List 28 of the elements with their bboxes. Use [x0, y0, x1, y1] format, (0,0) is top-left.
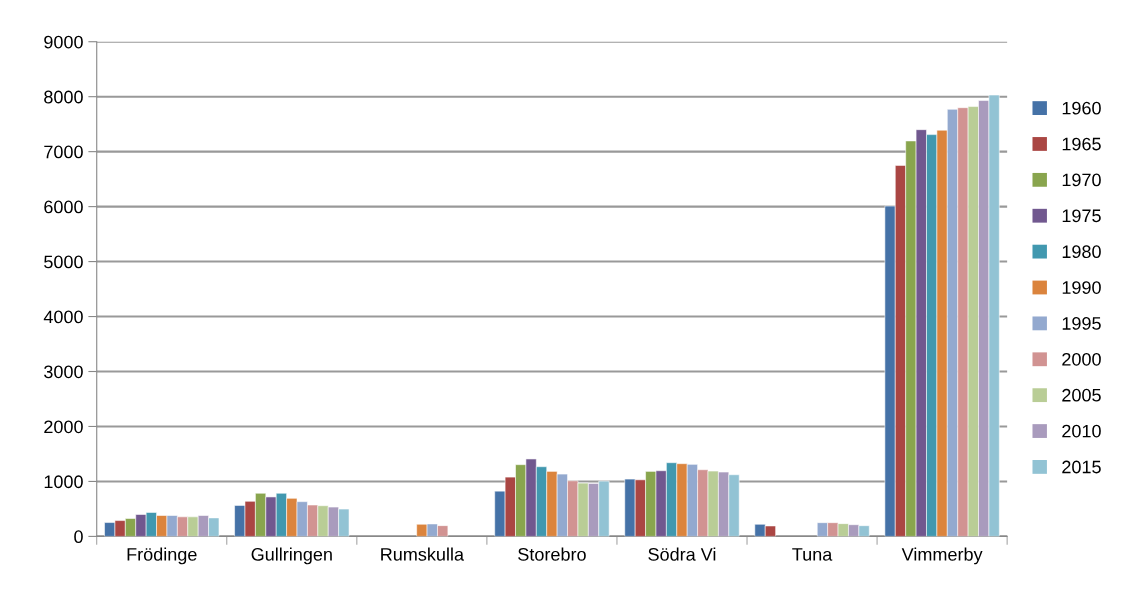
legend-label: 1965 [1062, 137, 1101, 151]
y-tick-label: 0 [74, 530, 83, 544]
x-tick-label: Rumskulla [381, 547, 465, 561]
legend-label: 1970 [1062, 173, 1101, 187]
y-tick-label: 7000 [44, 145, 83, 159]
x-tick-label: Vimmerby [901, 547, 983, 565]
y-tick-label: 1000 [44, 475, 83, 489]
y-tick-label: 5000 [44, 255, 83, 269]
x-tick-label: Storebro [518, 547, 586, 561]
legend-label: 1990 [1062, 281, 1101, 294]
x-tick-label: Södra Vi [648, 547, 716, 561]
legend-label: 1975 [1062, 209, 1101, 223]
legend-label: 1995 [1062, 317, 1101, 330]
y-tick-label: 4000 [43, 310, 83, 324]
y-tick-label: 8000 [44, 90, 83, 104]
y-tick-label: 3000 [44, 365, 83, 379]
y-tick-label: 2000 [44, 420, 83, 434]
legend-label: 2010 [1062, 424, 1101, 438]
x-tick-label: Frödinge [127, 547, 197, 565]
x-tick-label: Tuna [792, 548, 833, 561]
y-tick-label: 6000 [44, 200, 83, 214]
legend-label: 2000 [1062, 352, 1101, 366]
legend-label: 2015 [1062, 460, 1101, 474]
legend-label: 1960 [1062, 101, 1101, 115]
legend-label: 1980 [1062, 245, 1101, 259]
legend-label: 2005 [1062, 388, 1101, 402]
x-tick-label: Gullringen [251, 547, 332, 565]
y-tick-label: 9000 [44, 35, 83, 49]
